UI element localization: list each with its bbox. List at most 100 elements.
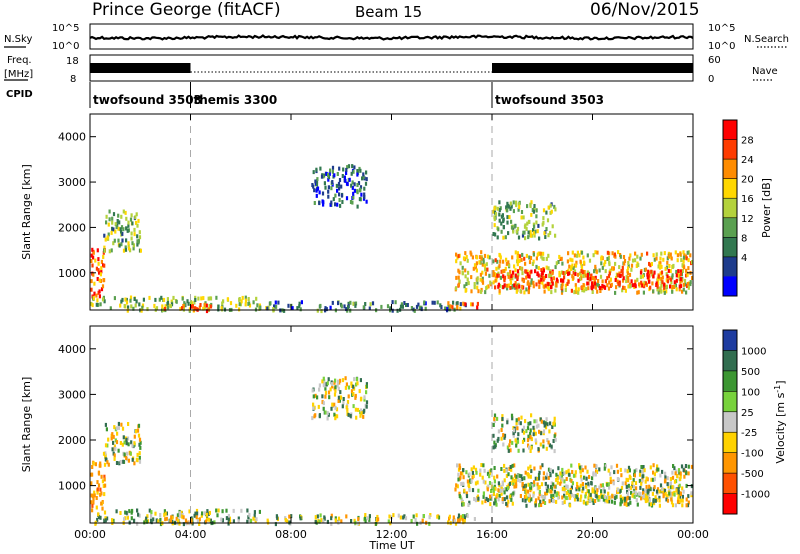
data-cell bbox=[446, 307, 449, 312]
data-cell bbox=[528, 282, 531, 287]
data-cell bbox=[492, 280, 495, 285]
data-cell bbox=[626, 469, 629, 474]
data-cell bbox=[653, 257, 656, 262]
data-cell bbox=[314, 179, 317, 184]
data-cell bbox=[500, 221, 503, 226]
data-cell bbox=[666, 274, 669, 279]
data-cell bbox=[490, 468, 493, 473]
data-cell bbox=[540, 273, 543, 278]
data-cell bbox=[110, 248, 113, 253]
data-cell bbox=[550, 486, 554, 491]
data-cell bbox=[527, 274, 530, 279]
data-cell bbox=[589, 493, 592, 498]
data-cell bbox=[556, 476, 559, 481]
data-cell bbox=[667, 268, 670, 273]
data-cell bbox=[104, 516, 107, 521]
data-cell bbox=[182, 522, 185, 527]
data-cell bbox=[523, 224, 527, 229]
data-cell bbox=[162, 297, 166, 302]
data-cell bbox=[353, 182, 356, 187]
data-cell bbox=[613, 470, 616, 475]
data-cell bbox=[344, 385, 347, 390]
data-cell bbox=[654, 495, 657, 500]
data-cell bbox=[526, 438, 530, 443]
data-cell bbox=[494, 498, 497, 503]
data-cell bbox=[633, 494, 636, 499]
data-cell bbox=[463, 488, 466, 493]
data-cell bbox=[508, 443, 511, 448]
data-cell bbox=[657, 467, 660, 472]
data-cell bbox=[352, 191, 355, 196]
data-cell bbox=[404, 516, 408, 521]
data-cell bbox=[343, 175, 346, 180]
data-cell bbox=[562, 278, 565, 283]
data-cell bbox=[573, 497, 577, 502]
data-cell bbox=[640, 496, 643, 501]
data-cell bbox=[459, 261, 462, 266]
data-cell bbox=[615, 285, 618, 290]
data-cell bbox=[186, 299, 189, 304]
data-cell bbox=[97, 302, 100, 307]
data-cell bbox=[182, 515, 185, 520]
data-cell bbox=[337, 516, 341, 521]
y-tick-label: 2000 bbox=[58, 221, 86, 234]
data-cell bbox=[538, 470, 541, 475]
data-cell bbox=[552, 276, 555, 281]
data-cell bbox=[659, 473, 662, 478]
data-cell bbox=[685, 290, 688, 295]
data-cell bbox=[487, 484, 490, 489]
data-cell bbox=[616, 273, 620, 278]
data-cell bbox=[533, 482, 536, 487]
data-cell bbox=[135, 212, 138, 217]
data-cell bbox=[125, 456, 128, 460]
data-cell bbox=[334, 416, 337, 421]
data-cell bbox=[627, 264, 630, 269]
data-cell bbox=[631, 283, 634, 288]
data-cell bbox=[527, 235, 530, 240]
data-cell bbox=[569, 503, 572, 508]
data-cell bbox=[405, 303, 408, 307]
data-cell bbox=[135, 429, 138, 434]
data-cell bbox=[540, 254, 543, 259]
data-cell bbox=[99, 461, 102, 466]
data-cell bbox=[539, 417, 542, 422]
nsearch-tick-bottom: 10^0 bbox=[708, 41, 735, 52]
data-cell bbox=[587, 481, 590, 486]
data-cell bbox=[322, 376, 325, 381]
data-cell bbox=[511, 501, 514, 506]
data-cell bbox=[333, 173, 336, 178]
data-cell bbox=[687, 494, 690, 499]
data-cell bbox=[530, 437, 533, 442]
data-cell bbox=[616, 279, 619, 284]
data-cell bbox=[595, 464, 598, 468]
data-cell bbox=[604, 495, 607, 499]
data-cell bbox=[523, 290, 526, 295]
data-cell bbox=[460, 497, 463, 502]
data-cell bbox=[575, 253, 579, 258]
data-cell bbox=[380, 304, 383, 309]
data-cell bbox=[581, 270, 584, 275]
data-cell bbox=[649, 502, 653, 507]
data-cell bbox=[115, 225, 118, 230]
data-cell bbox=[638, 282, 641, 287]
data-cell bbox=[642, 494, 645, 499]
data-cell bbox=[515, 443, 518, 448]
data-cell bbox=[528, 445, 531, 450]
data-cell bbox=[622, 285, 625, 290]
data-cell bbox=[617, 490, 620, 494]
data-cell bbox=[685, 256, 688, 261]
data-cell bbox=[91, 303, 94, 308]
data-cell bbox=[337, 386, 340, 391]
data-cell bbox=[512, 229, 515, 234]
data-cell bbox=[521, 284, 524, 289]
data-cell bbox=[524, 419, 527, 424]
data-cell bbox=[590, 273, 593, 278]
data-cell bbox=[616, 469, 619, 474]
data-cell bbox=[542, 439, 545, 444]
data-cell bbox=[127, 458, 130, 463]
data-cell bbox=[592, 281, 595, 286]
data-cell bbox=[138, 451, 141, 456]
data-cell bbox=[653, 472, 656, 477]
data-cell bbox=[136, 239, 139, 244]
data-cell bbox=[512, 426, 515, 430]
